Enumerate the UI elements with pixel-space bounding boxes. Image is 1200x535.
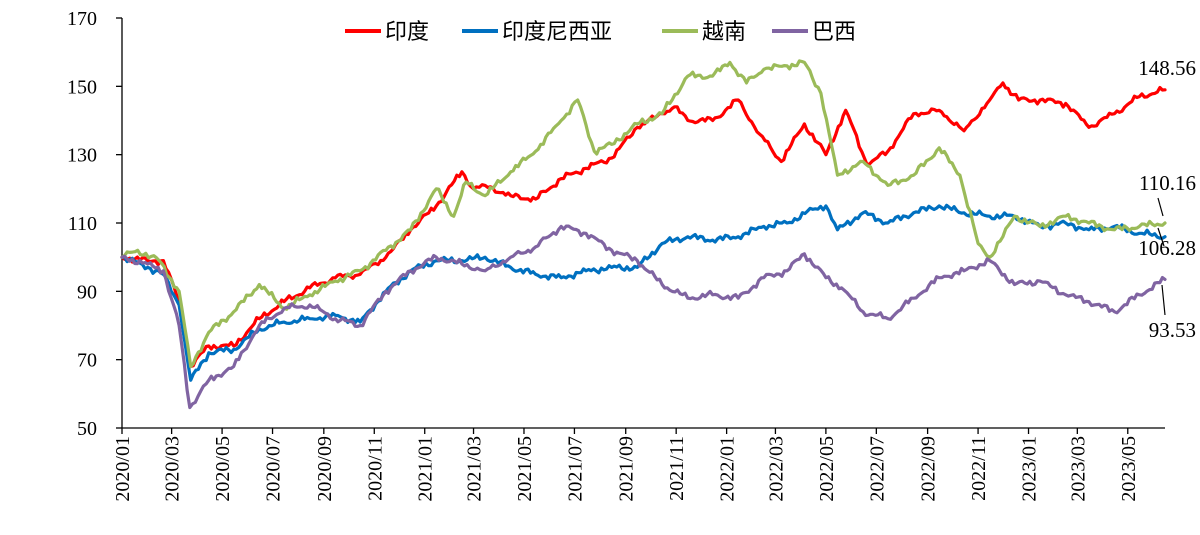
axes: 50 70 90 110 130 150 170 2020/01 2020/03 2020/05 2… <box>67 8 1165 502</box>
legend-label: 印度尼西亚 <box>502 20 612 45</box>
x-tick-label: 2022/05 <box>816 436 838 502</box>
x-tick-label: 2020/03 <box>162 436 184 502</box>
x-tick-label: 2020/07 <box>263 436 285 502</box>
end-value-label: 148.56 <box>1138 56 1196 80</box>
series-line <box>120 203 1167 382</box>
x-tick-label: 2022/03 <box>765 436 787 502</box>
x-tick-label: 2022/11 <box>968 436 990 501</box>
x-tick-label: 2023/01 <box>1019 436 1041 502</box>
x-tick-label: 2021/05 <box>514 436 536 502</box>
end-label-leader <box>1161 284 1166 316</box>
end-value-label: 110.16 <box>1139 171 1196 195</box>
y-tick-label: 110 <box>68 213 97 235</box>
series-layer <box>120 59 1167 410</box>
end-value-label: 93.53 <box>1149 318 1196 342</box>
y-tick-label: 90 <box>77 281 97 303</box>
series-line <box>120 59 1167 369</box>
y-tick-label: 130 <box>67 145 97 167</box>
y-tick-label: 50 <box>77 418 97 440</box>
x-tick-label: 2021/03 <box>464 436 486 502</box>
x-tick-label: 2021/07 <box>564 436 586 502</box>
legend-label: 越南 <box>702 20 746 45</box>
x-tick-label: 2022/01 <box>717 436 739 502</box>
end-label-leader <box>1157 197 1164 217</box>
end-label-leader <box>1157 227 1165 247</box>
end-labels: 148.56 106.28 110.16 93.53 <box>1138 56 1196 342</box>
x-tick-label: 2022/09 <box>918 436 940 502</box>
x-tick-label: 2022/07 <box>866 436 888 502</box>
legend-label: 印度 <box>385 20 429 45</box>
y-tick-label: 150 <box>67 76 97 98</box>
series-line <box>120 224 1167 410</box>
legend-label: 巴西 <box>812 20 856 45</box>
x-tick-label: 2023/03 <box>1067 436 1089 502</box>
x-tick-label: 2021/01 <box>415 436 437 502</box>
y-tick-label: 170 <box>67 8 97 30</box>
series-line <box>120 81 1167 369</box>
x-tick-label: 2021/11 <box>666 436 688 501</box>
legend: 印度 印度尼西亚 越南 巴西 <box>345 20 856 45</box>
x-tick-label: 2020/01 <box>112 436 134 502</box>
x-tick-label: 2020/05 <box>212 436 234 502</box>
y-tick-label: 70 <box>77 350 97 372</box>
end-value-label: 106.28 <box>1138 236 1196 260</box>
x-tick-label: 2020/11 <box>364 436 386 501</box>
x-tick-label: 2021/09 <box>616 436 638 502</box>
x-tick-label: 2023/05 <box>1118 436 1140 502</box>
x-tick-label: 2020/09 <box>314 436 336 502</box>
